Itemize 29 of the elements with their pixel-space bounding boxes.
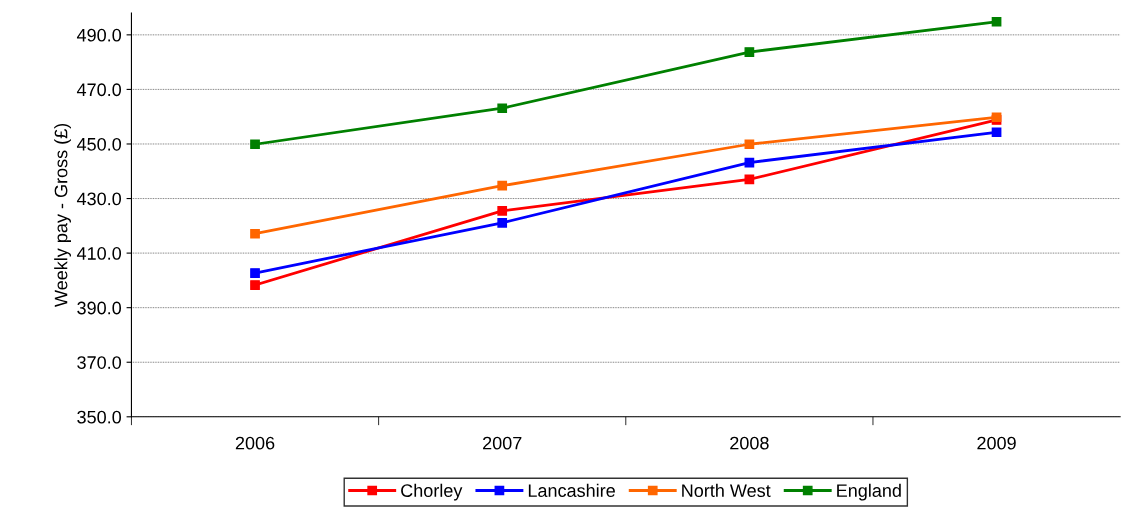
point: [744, 139, 755, 150]
point: [250, 268, 260, 278]
y-tick-label: 470.0: [76, 83, 122, 97]
legend-label: Lancashire: [528, 483, 615, 497]
x-tick-label: 2008: [730, 436, 769, 450]
y-tick-label: 410.0: [76, 247, 122, 260]
legend-label: Chorley: [401, 483, 463, 501]
point: [991, 16, 1002, 27]
x-tick-label: 2006: [235, 436, 275, 450]
point: [497, 217, 508, 228]
point: [497, 180, 508, 191]
point: [744, 47, 755, 57]
y-tick-label: 370.0: [77, 356, 122, 369]
point: [250, 228, 260, 239]
x-tick-label: 2007: [483, 436, 522, 450]
y-tick-label: 430.0: [76, 192, 122, 206]
y-tick-label: 490.0: [76, 28, 122, 42]
point: [991, 127, 1002, 138]
legend-label: North West: [682, 483, 771, 497]
y-tick-label: 350.0: [77, 410, 122, 424]
y-axis-title: Weekly pay - Gross (£): [54, 123, 71, 307]
point: [250, 280, 260, 290]
point: [497, 103, 508, 114]
point: [250, 139, 260, 150]
y-tick-label: 450.0: [76, 137, 122, 151]
legend-label: England: [837, 483, 901, 501]
y-tick-label: 390.0: [77, 301, 122, 315]
point: [497, 205, 508, 216]
x-tick-label: 2009: [977, 436, 1016, 450]
